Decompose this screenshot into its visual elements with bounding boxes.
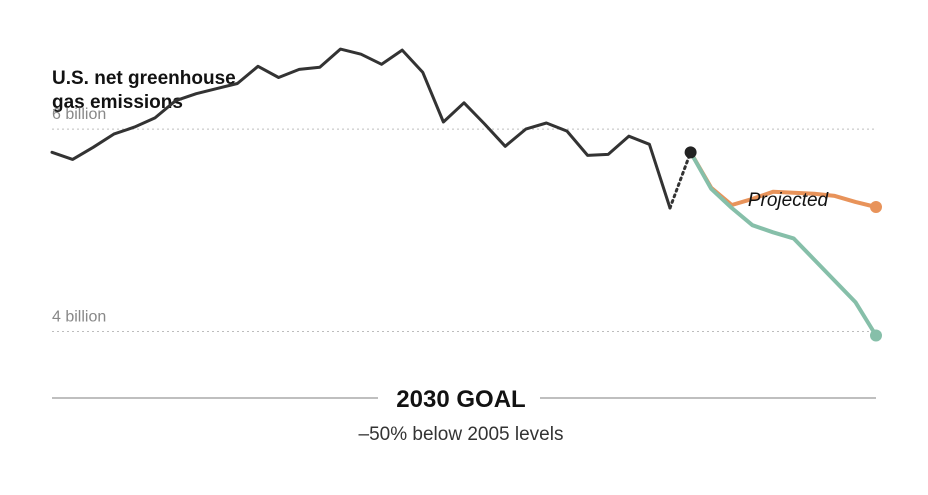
estimate-dotted-line <box>668 150 693 210</box>
projection-end-point-1 <box>870 329 882 342</box>
latest-estimate-point <box>684 146 697 159</box>
y-tick-label-0: 6 billion <box>52 106 106 123</box>
historical-line <box>50 47 672 210</box>
projection-end-point-0 <box>870 200 882 213</box>
chart-title-line-1: U.S. net greenhouse <box>52 68 236 89</box>
gridlines <box>52 128 876 332</box>
projection-line-1 <box>688 150 878 338</box>
series <box>50 47 882 342</box>
goal-subtitle: –50% below 2005 levels <box>359 424 564 445</box>
y-tick-labels: 6 billion 4 billion <box>52 106 106 325</box>
chart-title: U.S. net greenhouse gas emissions <box>52 68 236 113</box>
y-tick-label-1: 4 billion <box>52 308 106 325</box>
goal-title: 2030 GOAL <box>396 386 525 413</box>
goal-annotation: 2030 GOAL –50% below 2005 levels <box>52 386 876 445</box>
projected-label: Projected <box>748 190 830 211</box>
chart-title-line-2: gas emissions <box>52 92 183 113</box>
